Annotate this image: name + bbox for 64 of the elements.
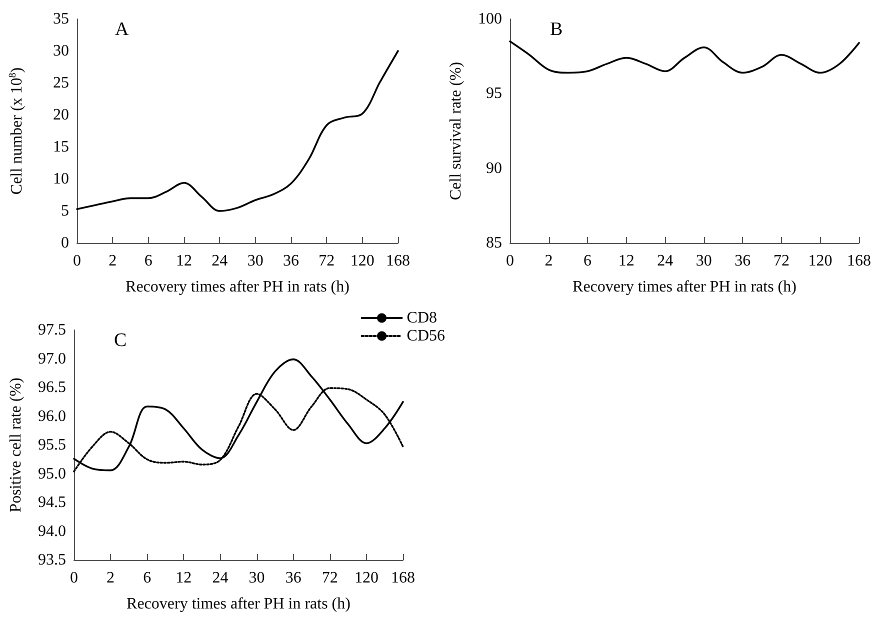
- legend-label: CD8: [406, 310, 438, 326]
- y-tick-label: 97.0: [38, 350, 66, 368]
- x-tick-label: 30: [247, 252, 264, 270]
- x-tick-label: 72: [318, 252, 335, 270]
- x-axis-title: Recovery times after PH in rats (h): [126, 278, 350, 296]
- x-tick-label: 6: [143, 570, 152, 586]
- y-tick-label: 94.0: [38, 522, 66, 540]
- y-axis-title: Cell survival rate (%): [448, 62, 464, 200]
- x-tick-label: 36: [285, 570, 302, 586]
- y-tick-label: 96.0: [38, 408, 66, 425]
- x-tick-label: 120: [808, 252, 832, 270]
- x-tick-label: 30: [248, 570, 265, 586]
- x-axis-title: Recovery times after PH in rats (h): [572, 278, 796, 296]
- chart-title: C: [114, 330, 127, 351]
- y-tick-label: 0: [61, 234, 69, 252]
- line-series: [509, 40, 860, 74]
- x-tick-label: 24: [657, 252, 674, 270]
- x-tick-label: 168: [386, 252, 410, 270]
- x-tick-label: 0: [506, 252, 514, 270]
- x-tick-label: 6: [584, 252, 592, 270]
- x-tick-label: 120: [350, 252, 374, 270]
- x-tick-label: 12: [176, 570, 192, 586]
- x-tick-label: 12: [176, 252, 192, 270]
- text: 94.5: [38, 494, 66, 511]
- y-tick-label: 95: [486, 85, 502, 102]
- x-tick-label: 12: [618, 252, 634, 270]
- y-tick-label: 5: [61, 202, 69, 220]
- text: 93.5: [38, 552, 66, 568]
- chart-title: A: [115, 19, 129, 40]
- x-tick-label: 0: [73, 252, 81, 270]
- x-axis-title: Recovery times after PH in rats (h): [126, 596, 350, 612]
- text: 95.5: [38, 436, 66, 454]
- text: 96.5: [38, 379, 66, 396]
- x-tick-label: 24: [212, 570, 228, 586]
- x-tick-label: 72: [773, 252, 790, 270]
- y-tick-label: 30: [53, 42, 69, 60]
- y-tick-label: 10: [53, 170, 69, 188]
- x-tick-label: 2: [108, 252, 117, 270]
- y-axis-title: Cell number (x 108): [8, 67, 26, 195]
- x-tick-label: 2: [106, 570, 115, 586]
- x-tick-label: 2: [544, 252, 553, 270]
- x-tick-label: 30: [696, 252, 712, 270]
- y-tick-label: 85: [486, 234, 502, 252]
- line-series: [76, 50, 399, 212]
- y-tick-label: 95.0: [38, 465, 66, 482]
- x-tick-label: 168: [391, 570, 415, 586]
- line-series: [73, 358, 404, 472]
- y-tick-label: 100: [478, 10, 502, 28]
- y-axis-title: Positive cell rate (%): [8, 378, 24, 512]
- legend-label: CD56: [406, 328, 446, 344]
- y-tick-label: 20: [53, 106, 69, 124]
- x-tick-label: 36: [734, 252, 751, 270]
- text: 97.5: [38, 322, 66, 338]
- y-tick-label: 90: [486, 160, 502, 177]
- x-tick-label: 120: [354, 570, 378, 586]
- x-tick-label: 36: [283, 252, 299, 270]
- y-tick-label: 35: [53, 10, 69, 28]
- x-tick-label: 24: [212, 252, 228, 270]
- chart-title: B: [550, 19, 563, 40]
- y-tick-label: 25: [53, 74, 69, 92]
- x-tick-label: 72: [322, 570, 338, 586]
- y-tick-label: 15: [53, 138, 69, 156]
- x-tick-label: 168: [847, 252, 871, 270]
- x-tick-label: 6: [144, 252, 152, 270]
